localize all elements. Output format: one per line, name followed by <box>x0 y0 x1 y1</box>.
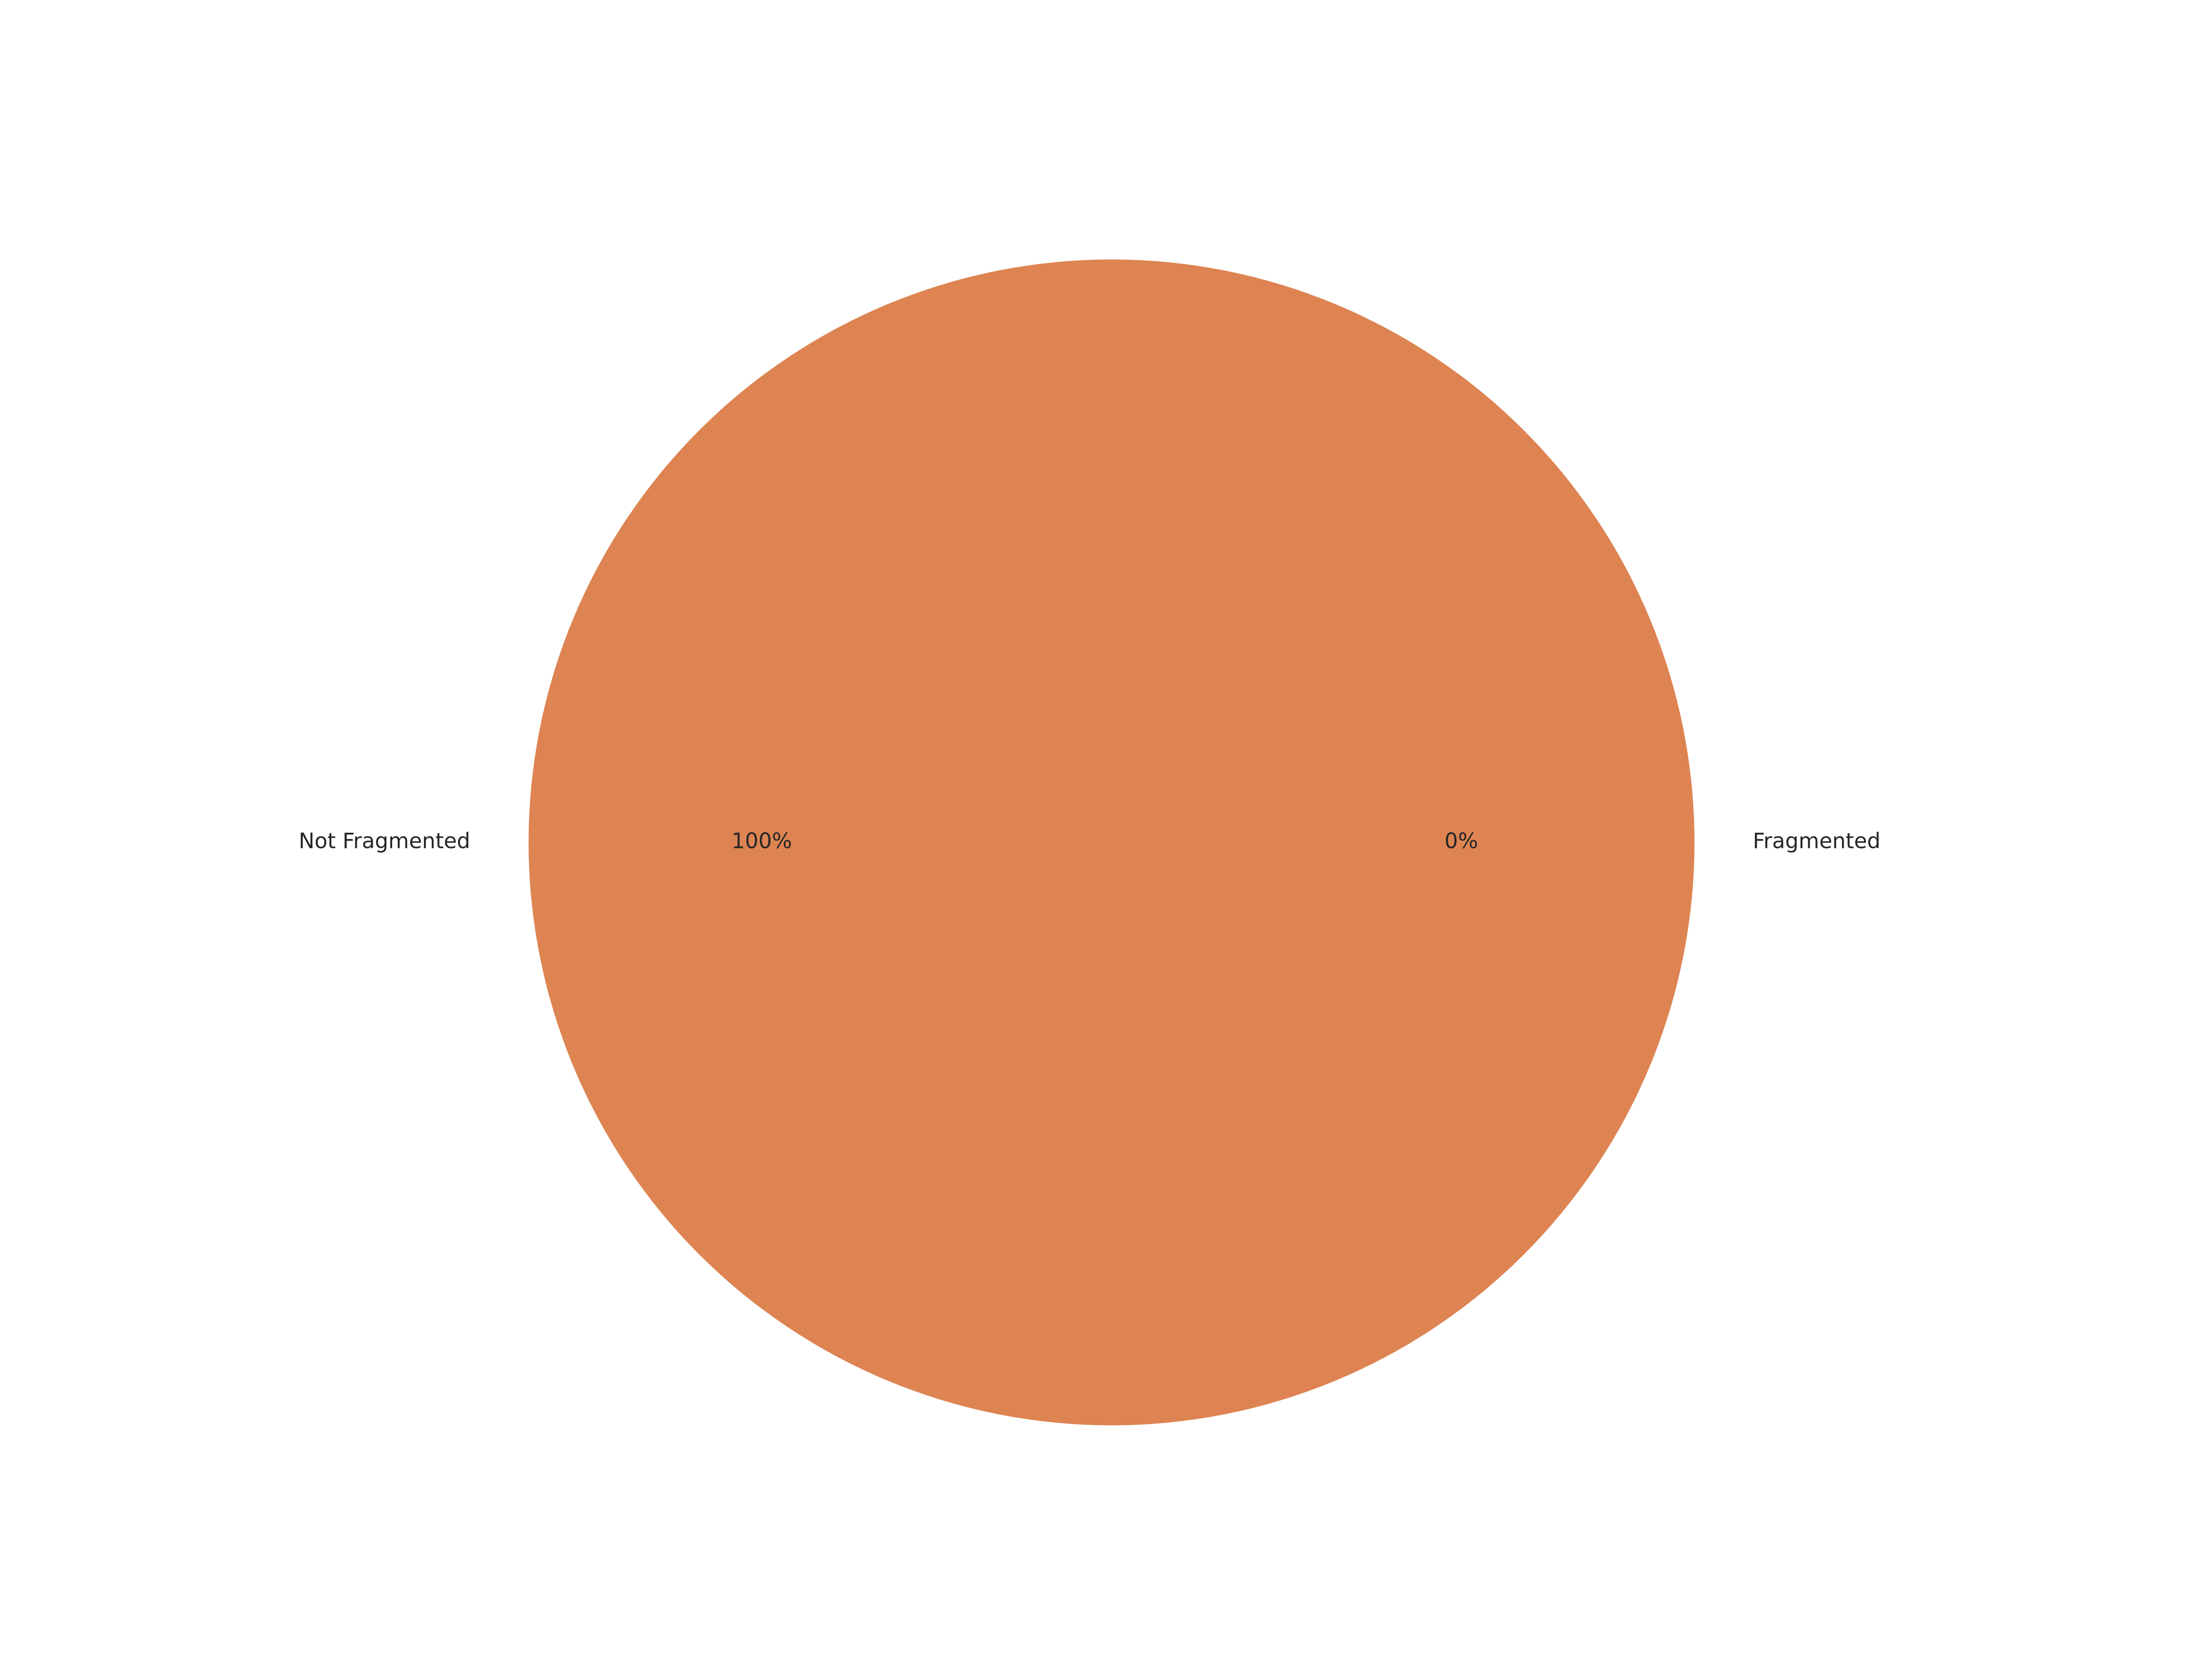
pie-slices <box>529 259 1694 1425</box>
slice-label-fragmented: Fragmented <box>1753 829 1881 853</box>
pie-labels: Fragmented 0% Not Fragmented 100% <box>299 829 1881 853</box>
slice-percent-fragmented: 0% <box>1445 829 1478 853</box>
pie-slice-not-fragmented <box>529 259 1694 1425</box>
slice-percent-not-fragmented: 100% <box>731 829 792 853</box>
slice-label-not-fragmented: Not Fragmented <box>299 829 470 853</box>
